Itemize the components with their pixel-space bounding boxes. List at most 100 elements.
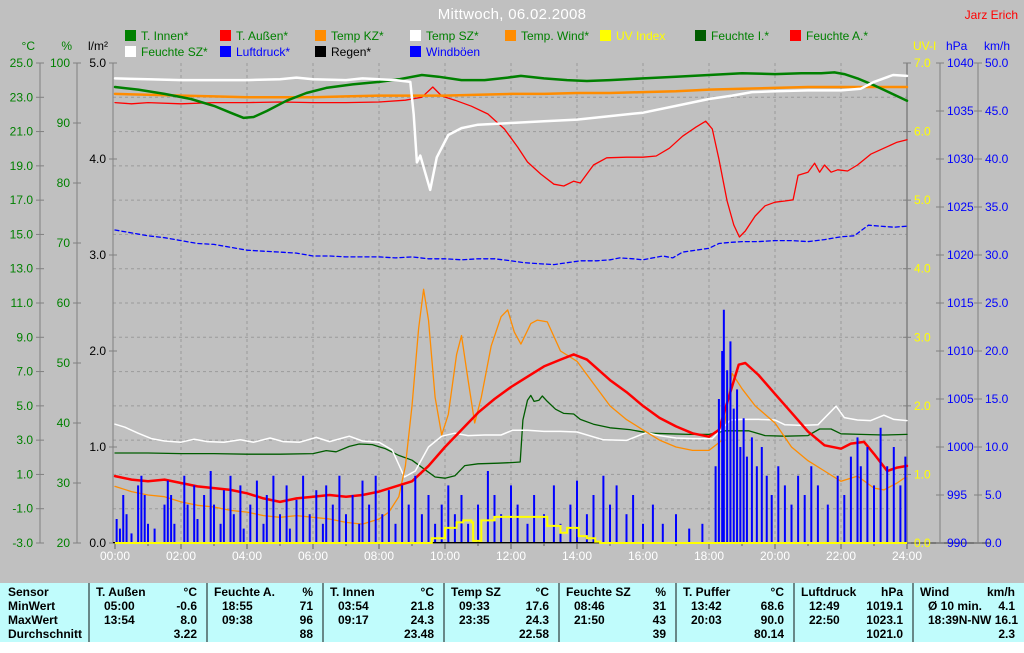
sensor-unit: km/h (986, 585, 1015, 599)
table-column-wind: Wind km/h Ø 10 min. 4.1 18:39 N-NW 16.1 2.3 (912, 583, 1024, 642)
value-time: 18:55 (222, 599, 253, 613)
wind-gust-bars (115, 309, 907, 543)
sensor-name: Feuchte A. (214, 585, 275, 599)
legend-label: Temp. Wind* (521, 28, 590, 43)
axis-tick-label: 4.0 (89, 152, 106, 166)
legend-swatch (790, 30, 801, 41)
legend-swatch (410, 30, 421, 41)
series-feuchte_a-line (114, 86, 908, 238)
legend-swatch (220, 30, 231, 41)
x-tick-label: 12:00 (496, 549, 526, 563)
x-axis: 00:00 02:00 04:00 06:00 08:00 10:00 12:00 14:00… (100, 543, 922, 563)
legend-item-t-au-en-: T. Außen* (220, 28, 289, 43)
legend-label: UV Index (616, 28, 666, 43)
value: 23.48 (403, 627, 434, 641)
table-header-cell: T. Puffer °C (677, 585, 793, 599)
axis-unit-lm: l/m² (88, 39, 108, 53)
series-temp_kz-line (113, 85, 909, 99)
value: 80.14 (753, 627, 784, 641)
credit-label: Jarz Erich (964, 8, 1018, 22)
axis-tick-label: 70 (57, 236, 71, 250)
table-max-cell: 09:17 24.3 (324, 613, 443, 627)
legend-swatch (125, 30, 136, 41)
table-avg-cell: 22.58 (445, 627, 558, 641)
table-column-feuchte-sz: Feuchte SZ% 08:46 31 21:50 43 39 (558, 583, 675, 642)
axis-tick-label: 30 (57, 476, 71, 490)
value-time: 09:33 (459, 599, 490, 613)
table-header-cell: Luftdruck hPa (795, 585, 912, 599)
value-time: 03:54 (338, 599, 369, 613)
value-time: 18:39 (928, 613, 959, 627)
sensor-unit: °C (183, 585, 197, 599)
x-tick-label: 16:00 (628, 549, 658, 563)
legend-label: Temp KZ* (331, 28, 384, 43)
table-max-cell: 23:35 24.3 (445, 613, 558, 627)
grid (113, 63, 907, 543)
series-t_innen-line (113, 71, 909, 120)
axis-unit-kmh: km/h (984, 39, 1010, 53)
axis-unit-uvi: UV-I (913, 39, 936, 53)
table-avg-cell: 3.22 (90, 627, 206, 641)
axis-tick-label: 1030 (947, 152, 974, 166)
x-tick-label: 18:00 (694, 549, 724, 563)
x-tick-label: 14:00 (562, 549, 592, 563)
legend-label: Regen* (331, 44, 372, 59)
axis-tick-label: 1.0 (914, 467, 931, 481)
legend-label: Luftdruck* (236, 44, 291, 59)
legend-swatch (220, 46, 231, 57)
legend-swatch (600, 30, 611, 41)
value-time: 13:42 (691, 599, 722, 613)
axis-tick-label: 45.0 (985, 104, 1009, 118)
sensor-name: T. Außen (96, 585, 146, 599)
legend-item-luftdruck-: Luftdruck* (220, 44, 291, 59)
axis-tick-label: 1000 (947, 440, 974, 454)
axis-tick-label: 5.0 (89, 56, 106, 70)
axis-tick-label: 19.0 (10, 159, 34, 173)
axis-tick-label: 1.0 (16, 467, 33, 481)
value: 2.3 (998, 627, 1015, 641)
value: 24.3 (525, 613, 549, 627)
x-tick-label: 08:00 (364, 549, 394, 563)
axis-tick-label: 2.0 (914, 399, 931, 413)
value-time: Ø 10 min. (928, 599, 983, 613)
axis-tick-label: 1010 (947, 344, 974, 358)
value-time: 05:00 (104, 599, 135, 613)
table-avg-cell: 23.48 (324, 627, 443, 641)
legend-label: Windböen (426, 44, 481, 59)
x-tick-label: 02:00 (166, 549, 196, 563)
axis-tick-label: 5.0 (985, 488, 1002, 502)
axis-tick-label: 3.0 (89, 248, 106, 262)
legend-label: T. Außen* (236, 28, 289, 43)
axis-tick-label: 17.0 (10, 193, 34, 207)
table-header-cell: Wind km/h (914, 585, 1024, 599)
axis-tick-label: 9.0 (16, 330, 33, 344)
axis-tick-label: 20 (57, 536, 71, 550)
axis-tick-label: -3.0 (12, 536, 33, 550)
table-min-cell: 09:33 17.6 (445, 599, 558, 613)
axis-tick-label: 21.0 (10, 125, 34, 139)
table-column-temp-sz: Temp SZ °C 09:33 17.6 23:35 24.3 22.58 (443, 583, 558, 642)
value: 68.6 (760, 599, 784, 613)
legend-item-t-innen-: T. Innen* (125, 29, 188, 43)
value: 1019.1 (866, 599, 903, 613)
value: 71 (299, 599, 313, 613)
sensor-unit: hPa (880, 585, 903, 599)
value: 4.1 (998, 599, 1015, 613)
table-header-cell: Temp SZ °C (445, 585, 558, 599)
table-header-cell: Feuchte SZ% (560, 585, 675, 599)
legend-item-temp-wind-: Temp. Wind* (505, 28, 590, 43)
table-column-feuchte-a-: Feuchte A.% 18:55 71 09:38 96 88 (206, 583, 322, 642)
bottom-strip (0, 642, 1024, 653)
legend-item-feuchte-i-: Feuchte I.* (695, 29, 769, 43)
table-row-label-durchschnitt: Durchschnitt (8, 627, 83, 641)
axis-tick-label: 0.0 (89, 536, 106, 550)
table-min-cell: 08:46 31 (560, 599, 675, 613)
value-time: 20:03 (691, 613, 722, 627)
axis-tick-label: 1.0 (89, 440, 106, 454)
value: 3.22 (173, 627, 197, 641)
value: 21.8 (410, 599, 434, 613)
sensor-name: Wind (920, 585, 950, 599)
axis-tick-label: 30.0 (985, 248, 1009, 262)
legend-label: Temp SZ* (426, 28, 479, 43)
value: 1023.1 (866, 613, 903, 627)
